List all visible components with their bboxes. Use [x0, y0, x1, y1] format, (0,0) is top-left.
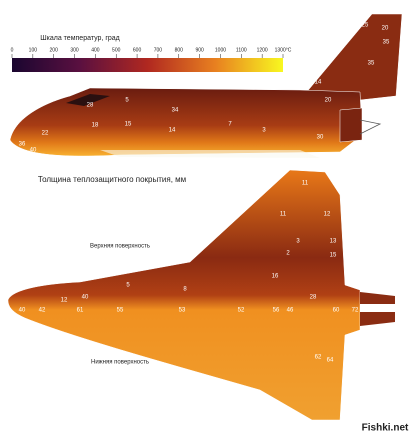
caption: Толщина теплозащитного покрытия, мм: [38, 175, 186, 184]
thickness-label: 15: [330, 253, 337, 259]
wing-edge: [100, 150, 320, 158]
thickness-label: 35: [383, 40, 390, 46]
thickness-label: 42: [39, 308, 46, 314]
thickness-label: 34: [172, 108, 179, 114]
thickness-label: 12: [61, 298, 68, 304]
thickness-label: 18: [92, 123, 99, 129]
plan-view: Верхняя поверхность Нижняя поверхность: [7, 169, 395, 421]
thickness-label: 56: [273, 308, 280, 314]
thickness-label: 7: [228, 122, 232, 128]
thickness-label: 28: [87, 103, 94, 109]
thickness-label: 52: [238, 308, 245, 314]
scale-tick-label: 500: [112, 47, 121, 53]
orbiter-plan: [7, 169, 361, 421]
thickness-label: 11: [302, 181, 309, 187]
scale-tick-label: 800: [175, 47, 184, 53]
cockpit: [66, 94, 110, 106]
lower-surface-label: Нижняя поверхность: [91, 360, 149, 366]
thickness-label: 40: [30, 148, 37, 154]
watermark: Fishki.net: [362, 423, 409, 434]
nozzle: [359, 119, 382, 135]
thickness-label: 25: [362, 23, 369, 29]
thickness-label: 72: [352, 308, 359, 314]
thickness-label: 16: [272, 274, 279, 280]
scale-tick-label: 300: [70, 47, 79, 53]
thickness-label: 3: [262, 128, 266, 134]
thickness-label: 46: [287, 308, 294, 314]
scale-tick-label: 400: [91, 47, 100, 53]
thickness-label: 8: [183, 287, 187, 293]
thickness-label: 3: [296, 239, 300, 245]
scale-tick-label: 1000: [215, 47, 226, 53]
thickness-label: 28: [310, 295, 317, 301]
engine: [339, 107, 363, 143]
scale-tick-label: 900: [195, 47, 204, 53]
thickness-label: 11: [280, 212, 287, 218]
thickness-label: 2: [286, 251, 290, 257]
thickness-label: 35: [368, 61, 375, 67]
scale-bar: [12, 58, 283, 72]
thickness-label: 22: [42, 131, 49, 137]
thickness-label: 13: [330, 239, 337, 245]
thickness-label: 14: [315, 80, 322, 86]
scale-tick-label: 700: [154, 47, 163, 53]
thickness-label: 40: [19, 308, 26, 314]
thickness-label: 5: [125, 98, 129, 104]
thickness-label: 30: [317, 135, 324, 141]
thickness-label: 62: [315, 355, 322, 361]
upper-surface-label: Верхняя поверхность: [90, 244, 150, 250]
thickness-label: 53: [179, 308, 186, 314]
scale-title: Шкала температур, град: [40, 35, 120, 42]
thickness-label: 60: [333, 308, 340, 314]
thickness-label: 61: [77, 308, 84, 314]
thickness-label: 15: [125, 122, 132, 128]
thickness-label: 20: [325, 98, 332, 104]
fuselage-side: [9, 87, 363, 157]
thickness-label: 14: [169, 128, 176, 134]
thickness-label: 40: [82, 295, 89, 301]
thickness-label: 5: [126, 283, 130, 289]
scale-tick-label: 1200: [257, 47, 268, 53]
thickness-label: 64: [327, 358, 334, 364]
scale-tick-label: 100: [29, 47, 38, 53]
temperature-scale: Шкала температур, град 0 100 200 300 400 500 6…: [11, 35, 292, 72]
side-view: [9, 13, 403, 158]
thickness-label: 12: [324, 212, 331, 218]
scale-tick-label: 1300°C: [275, 47, 292, 53]
thickness-label: 55: [117, 308, 124, 314]
thickness-label: 36: [19, 142, 26, 148]
scale-tick-label: 1100: [236, 47, 247, 53]
scale-tick-label: 600: [133, 47, 142, 53]
scale-tick-label: 200: [50, 47, 59, 53]
engines-plan: [360, 292, 395, 326]
scale-tick-label: 0: [11, 47, 14, 53]
thickness-label: 20: [382, 26, 389, 32]
